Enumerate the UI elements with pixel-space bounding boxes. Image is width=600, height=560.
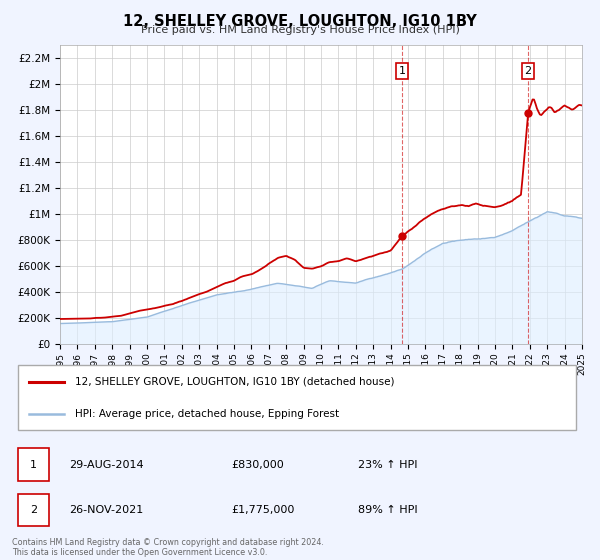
Text: £830,000: £830,000 [231,460,284,470]
Text: 1: 1 [398,66,406,76]
Text: 23% ↑ HPI: 23% ↑ HPI [358,460,417,470]
Text: 2: 2 [30,505,37,515]
Text: 2: 2 [524,66,532,76]
Text: Contains HM Land Registry data © Crown copyright and database right 2024.
This d: Contains HM Land Registry data © Crown c… [12,538,324,557]
Text: Price paid vs. HM Land Registry's House Price Index (HPI): Price paid vs. HM Land Registry's House … [140,25,460,35]
FancyBboxPatch shape [18,493,49,526]
Text: 26-NOV-2021: 26-NOV-2021 [70,505,144,515]
Text: HPI: Average price, detached house, Epping Forest: HPI: Average price, detached house, Eppi… [76,409,340,419]
Text: 12, SHELLEY GROVE, LOUGHTON, IG10 1BY (detached house): 12, SHELLEY GROVE, LOUGHTON, IG10 1BY (d… [76,376,395,386]
FancyBboxPatch shape [18,365,577,431]
Text: 12, SHELLEY GROVE, LOUGHTON, IG10 1BY: 12, SHELLEY GROVE, LOUGHTON, IG10 1BY [123,14,477,29]
Text: 89% ↑ HPI: 89% ↑ HPI [358,505,417,515]
Text: 29-AUG-2014: 29-AUG-2014 [70,460,144,470]
Text: 1: 1 [30,460,37,470]
Text: £1,775,000: £1,775,000 [231,505,294,515]
FancyBboxPatch shape [18,449,49,480]
